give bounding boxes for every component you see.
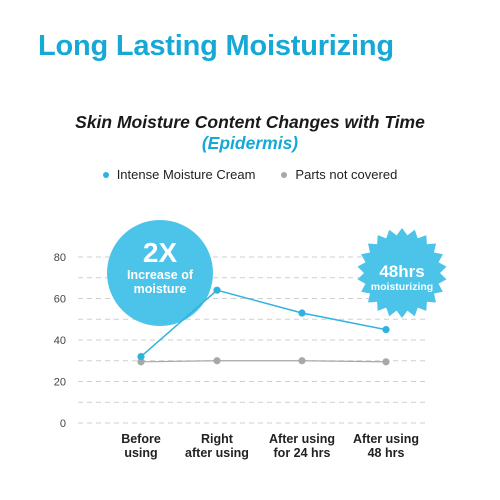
badge-right-big: 48hrs [379,262,425,281]
legend-dot-cream [102,171,109,178]
series-line-cream [140,289,387,358]
chart-subtitle: (Epidermis) [201,133,299,153]
data-point-cream [382,326,390,334]
data-point-cream [137,353,145,361]
y-tick-label: 40 [54,335,66,347]
badge-right-line1: moisturizing [370,281,434,293]
headline: Long Lasting Moisturizing [38,30,394,62]
series-line-uncovered [140,360,387,363]
x-tick-label-line: using [124,446,158,460]
y-tick-label: 80 [54,252,66,264]
badge-left-line2: moisture [133,282,187,296]
x-tick-label: Before using [96,432,186,460]
data-point-cream [213,286,221,294]
legend-label-cream: Intense Moisture Cream [116,167,256,182]
y-tick-label: 60 [54,294,66,306]
legend-label-uncovered: Parts not covered [295,167,398,182]
x-tick-label-line: for 24 hrs [273,446,331,460]
legend-item-uncovered: Parts not covered [281,167,397,182]
badge-left-circle [107,220,213,326]
x-tick-label-line: 48 hrs [367,446,405,460]
x-tick-label: After using 48 hrs [341,432,431,460]
badge-right-starburst [357,228,447,318]
badge-right-text: 48hrs moisturizing [360,262,444,293]
data-point-uncovered [213,357,221,365]
x-tick-label-line: after using [185,446,249,460]
legend: Intense Moisture Cream Parts not covered [0,167,500,182]
badge-left-text: 2X Increase of moisture [108,237,212,297]
data-point-cream [298,309,306,317]
x-tick-label-line: After using [353,432,419,446]
y-tick-label: 20 [54,377,66,389]
data-point-uncovered [298,357,306,365]
badge-left-big: 2X [142,237,178,268]
legend-item-cream: Intense Moisture Cream [102,167,256,182]
data-point-uncovered [382,358,390,366]
x-tick-label: Right after using [172,432,262,460]
legend-dot-uncovered [281,171,288,178]
data-point-uncovered [137,358,145,366]
x-tick-label-line: After using [269,432,335,446]
x-tick-label-line: Before [121,432,161,446]
x-tick-label: After using for 24 hrs [257,432,347,460]
x-tick-label-line: Right [201,432,233,446]
badge-left-line1: Increase of [126,268,193,282]
y-tick-label: 0 [60,418,66,430]
chart-title: Skin Moisture Content Changes with Time [75,112,425,132]
